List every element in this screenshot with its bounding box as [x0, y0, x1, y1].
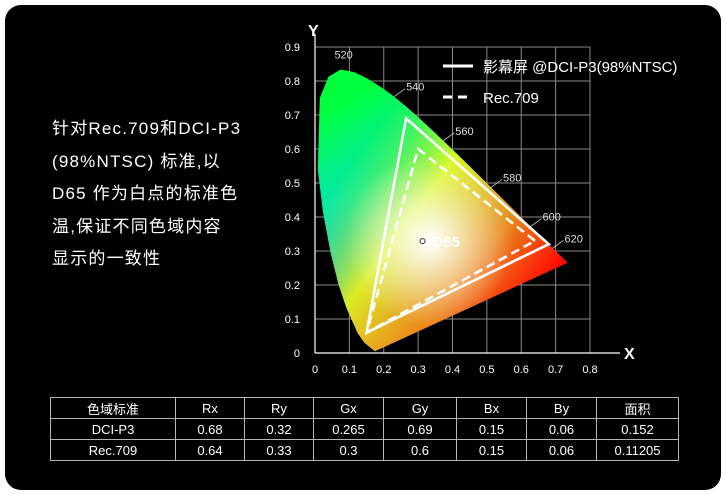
table-header-cell: By: [526, 397, 597, 419]
table-header-cell: 面积: [596, 397, 679, 419]
table-header-cell: Rx: [175, 397, 245, 419]
y-tick-label: 0.1: [285, 314, 300, 326]
white-point-marker: [419, 238, 426, 245]
x-tick-label: 0.1: [342, 364, 357, 376]
x-tick-label: 0.4: [445, 364, 460, 376]
x-tick-label: 0.7: [548, 364, 563, 376]
y-tick-label: 0: [294, 348, 300, 360]
wavelength-leader-line: [393, 88, 406, 97]
table-cell: 0.6: [383, 439, 457, 461]
y-tick-label: 0.7: [285, 110, 300, 122]
description-line: 显示的一致性: [52, 249, 162, 268]
y-tick-label: 0.9: [285, 42, 300, 54]
dci-p3-triangle: [364, 115, 552, 335]
wavelength-label: 520: [334, 49, 352, 61]
description-text: 针对Rec.709和DCI-P3 (98%NTSC) 标准,以 D65 作为白点…: [52, 113, 262, 276]
table-cell: 0.265: [313, 418, 384, 440]
wavelength-leader-line: [442, 132, 455, 142]
wavelength-leader-line: [530, 218, 542, 227]
description-line: 针对Rec.709和DCI-P3: [52, 119, 242, 138]
y-tick-label: 0.8: [285, 76, 300, 88]
table-header-row: 色域标准 Rx Ry Gx Gy Bx By 面积: [50, 397, 679, 419]
table-cell: 0.06: [526, 439, 597, 461]
x-tick-label: 0.8: [582, 364, 597, 376]
table-header-cell: 色域标准: [50, 397, 176, 419]
x-tick-label: 0.6: [514, 364, 529, 376]
table-cell: 0.11205: [596, 439, 679, 461]
y-tick-label: 0.3: [285, 246, 300, 258]
y-tick-label: 0.5: [285, 178, 300, 190]
table-cell: 0.15: [456, 439, 527, 461]
description-line: (98%NTSC) 标准,以: [52, 151, 221, 171]
y-tick-label: 0.6: [285, 144, 300, 156]
wavelength-label: 600: [543, 212, 561, 224]
table-row: DCI-P3 0.68 0.32 0.265 0.69 0.15 0.06 0.…: [50, 418, 679, 440]
table-cell: 0.06: [526, 418, 597, 440]
table-cell: 0.32: [244, 418, 314, 440]
table-cell: 0.64: [175, 439, 245, 461]
wavelength-label: 560: [455, 126, 473, 138]
legend-label: 影幕屏 @DCI-P3(98%NTSC): [483, 59, 677, 76]
y-axis-label: Y: [308, 23, 319, 40]
wavelength-label: 580: [503, 172, 521, 184]
x-tick-label: 0.5: [479, 364, 494, 376]
x-tick-label: 0.3: [410, 364, 425, 376]
table-header-cell: Bx: [456, 397, 527, 419]
wavelength-label: 620: [565, 233, 583, 245]
table-header-cell: Ry: [244, 397, 314, 419]
x-tick-label: 0: [312, 364, 318, 376]
wavelength-leader-line: [552, 239, 564, 249]
table-cell: 0.68: [175, 418, 245, 440]
y-tick-label: 0.2: [285, 280, 300, 292]
table-cell: 0.3: [313, 439, 384, 461]
table-cell: DCI-P3: [50, 418, 176, 440]
table-header-cell: Gy: [383, 397, 457, 419]
white-point-label: D65: [432, 234, 460, 251]
table-cell: 0.69: [383, 418, 457, 440]
rec709-triangle: [364, 146, 538, 336]
table-cell: Rec.709: [50, 439, 176, 461]
wavelength-label: 540: [406, 82, 424, 94]
x-axis-label: X: [624, 346, 635, 363]
table-cell: 0.33: [244, 439, 314, 461]
description-line: 温,保证不同色域内容: [52, 216, 222, 236]
gamut-spec-table: 色域标准 Rx Ry Gx Gy Bx By 面积 DCI-P3 0.68 0.…: [50, 397, 679, 461]
table-row: Rec.709 0.64 0.33 0.3 0.6 0.15 0.06 0.11…: [50, 439, 679, 461]
y-tick-label: 0.4: [285, 212, 300, 224]
table-cell: 0.152: [596, 418, 679, 440]
x-tick-label: 0.2: [376, 364, 391, 376]
wavelength-leader-line: [490, 179, 503, 188]
table-header-cell: Gx: [313, 397, 384, 419]
legend-label: Rec.709: [483, 90, 539, 107]
table-cell: 0.15: [456, 418, 527, 440]
description-line: D65 作为白点的标准色: [52, 184, 239, 203]
